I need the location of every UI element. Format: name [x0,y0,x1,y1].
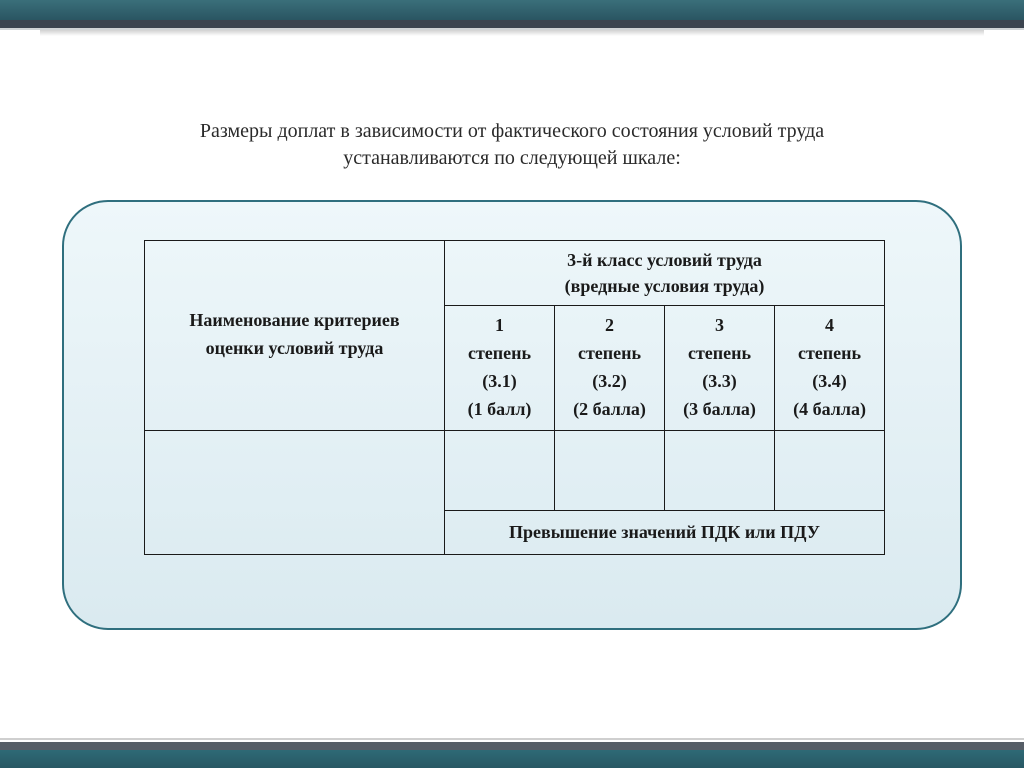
table-data-row-empty [145,430,885,510]
criteria-table: Наименование критериев оценки условий тр… [144,240,885,555]
column-header-degree-1: 1 степень (3.1) (1 балл) [445,306,555,431]
footer-cell-exceed-limits: Превышение значений ПДК или ПДУ [445,510,885,554]
criteria-table-wrapper: Наименование критериев оценки условий тр… [144,240,884,555]
content-panel: Наименование критериев оценки условий тр… [62,200,962,630]
bottom-decorative-band [0,726,1024,768]
column-group-header-class3: 3-й класс условий труда (вредные условия… [445,241,885,306]
row-header-criteria-name: Наименование критериев оценки условий тр… [145,241,445,431]
title-line-1: Размеры доплат в зависимости от фактичес… [200,120,824,142]
column-header-degree-4: 4 степень (3.4) (4 балла) [775,306,885,431]
column-header-degree-2: 2 степень (3.2) (2 балла) [555,306,665,431]
cell-deg2 [555,430,665,510]
slide-title: Размеры доплат в зависимости от фактичес… [60,118,964,172]
cell-deg3 [665,430,775,510]
top-decorative-band [0,0,1024,48]
title-line-2: устанавливаются по следующей шкале: [343,147,681,169]
cell-criteria-placeholder [145,430,445,554]
cell-deg4 [775,430,885,510]
cell-deg1 [445,430,555,510]
column-header-degree-3: 3 степень (3.3) (3 балла) [665,306,775,431]
